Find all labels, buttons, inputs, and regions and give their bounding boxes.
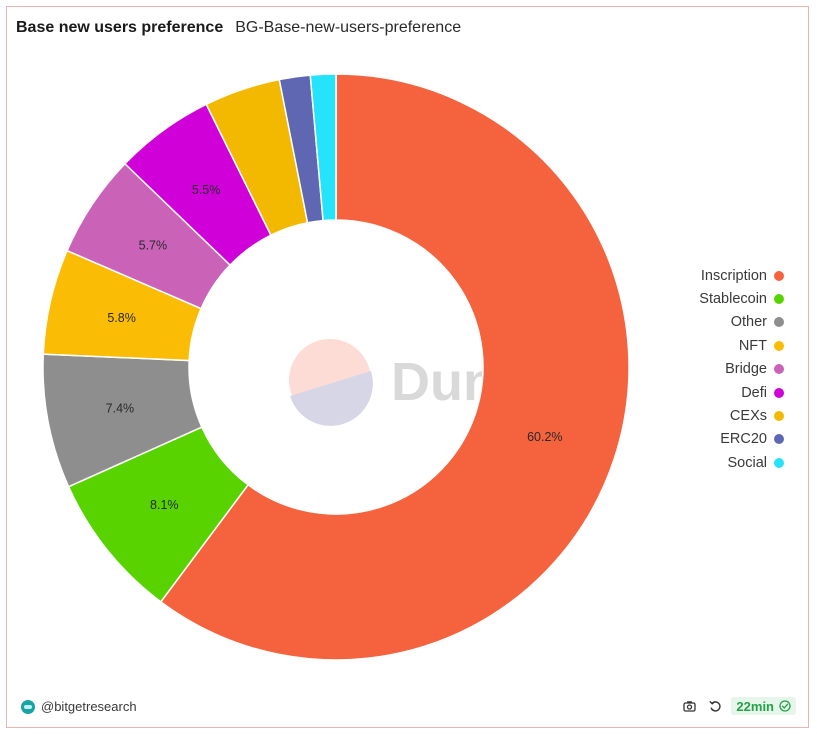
legend-swatch (774, 364, 784, 375)
legend-item-bridge[interactable]: Bridge (725, 358, 784, 381)
legend-item-erc20[interactable]: ERC20 (720, 428, 784, 451)
legend-swatch (774, 457, 784, 468)
author-credit[interactable]: @bitgetresearch (21, 699, 137, 714)
legend-swatch (774, 270, 784, 281)
legend-label: Other (730, 314, 767, 331)
dune-logo-lower (290, 371, 373, 426)
donut-slice-labels: 60.2% 8.1% 7.4% 5.8% 5.7% 5.5% (106, 183, 563, 512)
chart-title: Base new users preference (16, 19, 224, 36)
slice-label-inscription: 60.2% (527, 430, 562, 444)
legend-item-defi[interactable]: Defi (741, 381, 784, 404)
donut-slices (42, 73, 630, 661)
legend-label: Stablecoin (699, 291, 767, 308)
legend-item-social[interactable]: Social (727, 451, 784, 474)
legend-item-cexs[interactable]: CEXs (730, 404, 784, 427)
chart-header: Base new users preference BG-Base-new-us… (16, 19, 461, 37)
donut-chart: Dune 60.2%8.1%7.4%5.8%5.7%5.5% (42, 73, 630, 661)
refresh-icon[interactable] (705, 696, 725, 716)
chart-subtitle: BG-Base-new-users-preference (235, 19, 462, 36)
camera-icon[interactable] (679, 696, 699, 716)
legend-item-inscription[interactable]: Inscription (701, 264, 784, 287)
slice-label-defi: 5.5% (192, 183, 221, 197)
legend-swatch (774, 434, 784, 445)
legend-label: NFT (738, 337, 767, 354)
legend-label: ERC20 (720, 431, 767, 448)
footer-actions: 22min (679, 696, 796, 716)
chart-panel: Base new users preference BG-Base-new-us… (6, 6, 809, 728)
legend-swatch (774, 317, 784, 328)
legend-item-other[interactable]: Other (731, 311, 784, 334)
chart-legend: Inscription Stablecoin Other NFT Bridge Defi C… (699, 264, 784, 475)
legend-label: Defi (741, 384, 767, 401)
legend-swatch (774, 411, 784, 422)
slice-social[interactable] (309, 73, 337, 222)
legend-item-stablecoin[interactable]: Stablecoin (699, 287, 784, 310)
slice-label-other: 7.4% (106, 402, 135, 416)
legend-label: Bridge (725, 361, 767, 378)
legend-label: Inscription (700, 267, 767, 284)
legend-label: CEXs (729, 408, 767, 425)
legend-swatch (774, 294, 784, 305)
legend-swatch (774, 387, 784, 398)
slice-label-bridge: 5.7% (139, 239, 168, 253)
refresh-age-badge[interactable]: 22min (731, 697, 796, 715)
legend-item-nft[interactable]: NFT (739, 334, 784, 357)
avatar (21, 699, 35, 714)
slice-label-stablecoin: 8.1% (150, 498, 179, 512)
check-circle-icon (779, 700, 791, 712)
legend-label: Social (727, 454, 768, 471)
author-handle[interactable]: @bitgetresearch (41, 699, 137, 714)
legend-swatch (774, 340, 784, 351)
slice-inscription[interactable] (159, 73, 630, 661)
slice-label-nft: 5.8% (107, 311, 136, 325)
refresh-age: 22min (736, 698, 774, 714)
